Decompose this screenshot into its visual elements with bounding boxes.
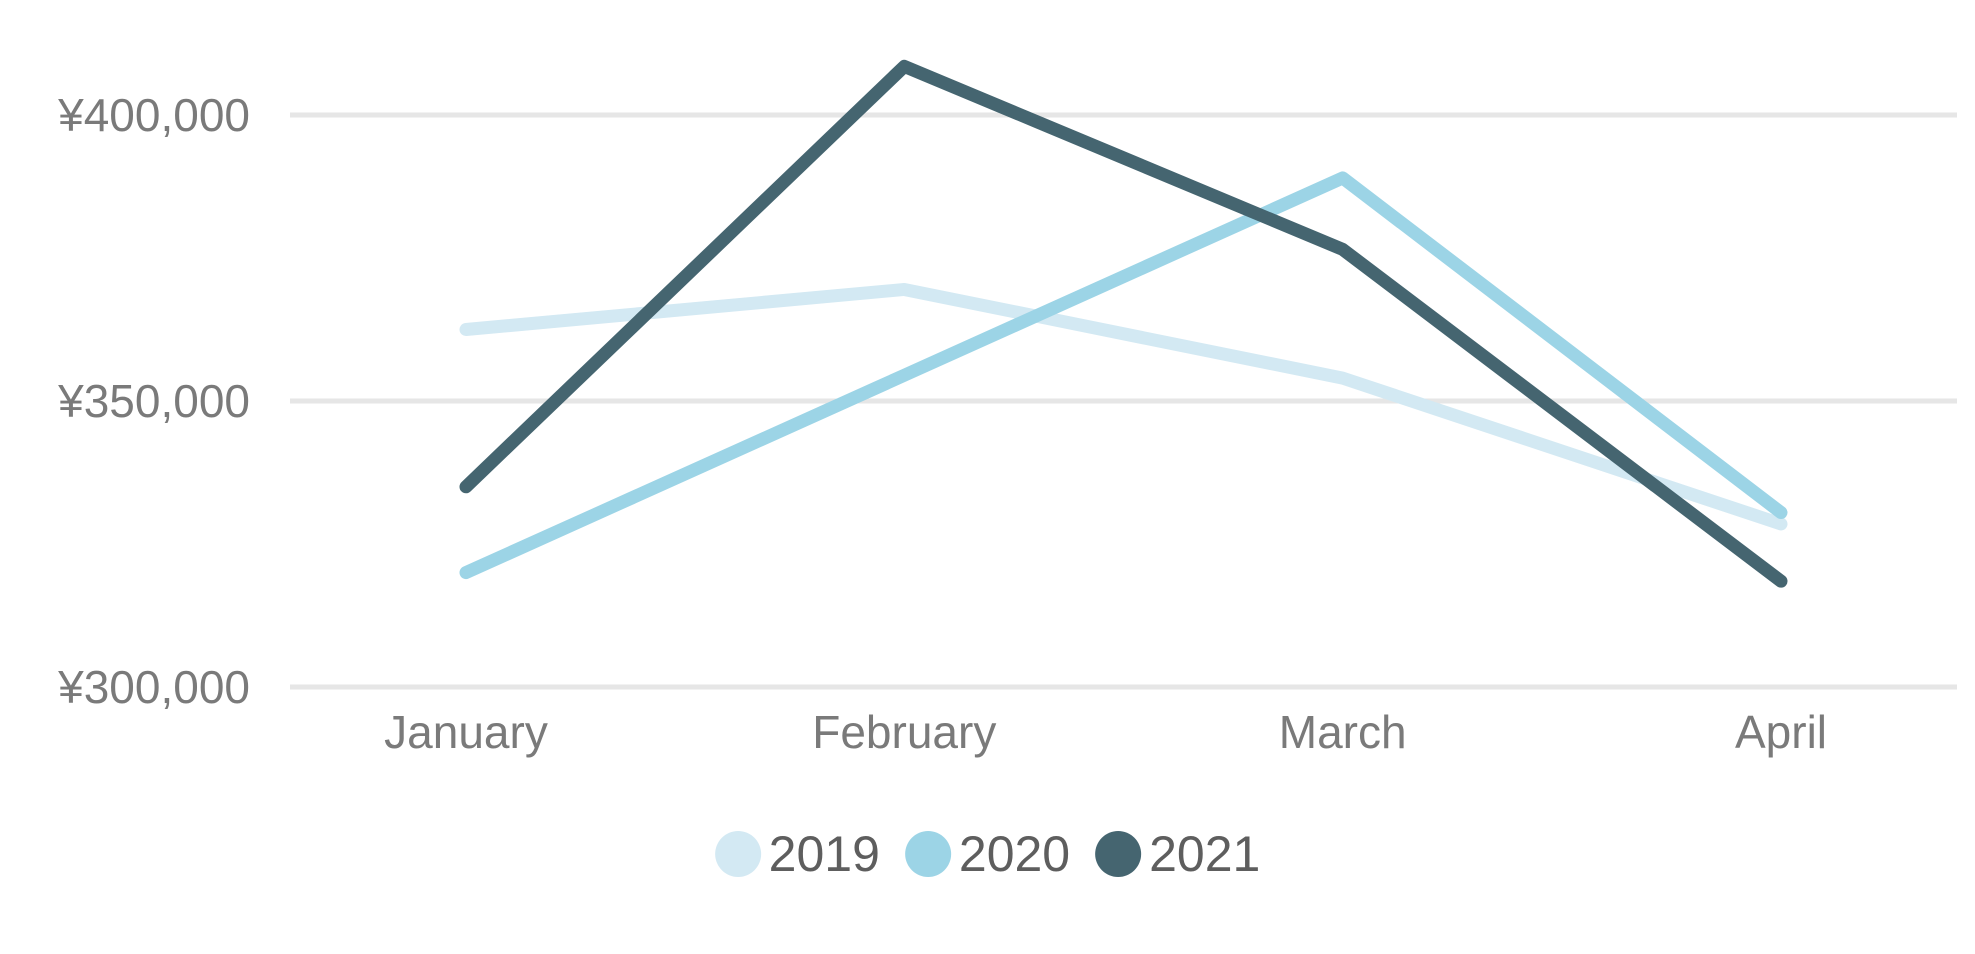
series-line-2020[interactable] xyxy=(459,171,1788,580)
legend-item-2020[interactable]: 2020 xyxy=(904,826,1071,882)
legend-label-2020: 2020 xyxy=(958,826,1071,882)
legend-label-2019: 2019 xyxy=(768,826,880,882)
y-tick-label-350000: ¥350,000 xyxy=(57,375,250,427)
legend-swatch-2019 xyxy=(714,831,761,877)
x-tick-label-march: March xyxy=(1279,706,1407,758)
y-tick-label-400000: ¥400,000 xyxy=(57,89,250,141)
series-line-2019[interactable] xyxy=(459,282,1788,531)
x-tick-label-february: February xyxy=(812,706,996,758)
x-tick-label-january: January xyxy=(384,706,548,758)
legend-item-2021[interactable]: 2021 xyxy=(1095,826,1260,882)
legend-swatch-2021 xyxy=(1095,831,1142,877)
legend-swatch-2020 xyxy=(904,831,951,877)
x-tick-label-april: April xyxy=(1735,706,1827,758)
legend-label-2021: 2021 xyxy=(1149,826,1261,882)
legend-item-2019[interactable]: 2019 xyxy=(714,826,880,882)
series-line-2021[interactable] xyxy=(459,59,1788,588)
chart-legend: 2019 2020 2021 xyxy=(714,826,1260,882)
y-tick-label-300000: ¥300,000 xyxy=(57,661,250,713)
